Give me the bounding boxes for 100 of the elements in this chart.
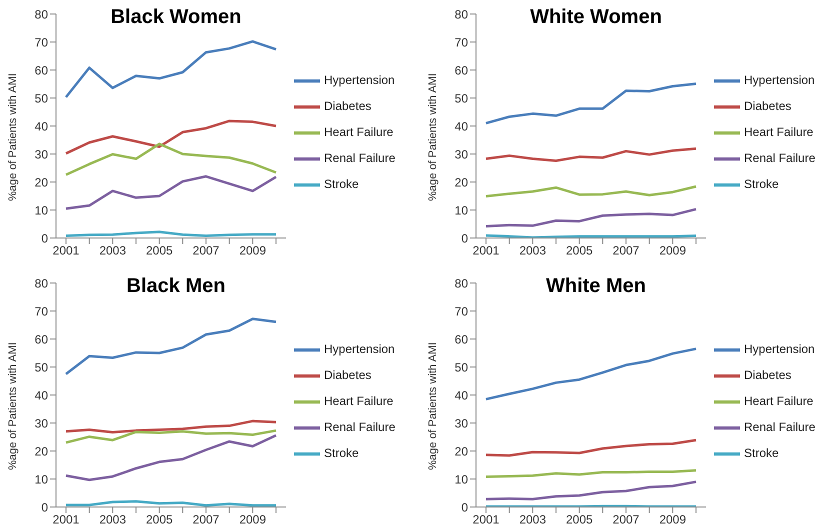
y-tick-label: 20 [454, 175, 468, 190]
legend-label: Diabetes [744, 99, 792, 114]
y-tick-label: 50 [34, 360, 48, 374]
x-tick-label: 2003 [99, 244, 126, 258]
y-tick-label: 50 [454, 91, 468, 106]
x-tick-label: 2009 [239, 244, 266, 258]
y-axis-title: %age of Patients with AMI [426, 342, 439, 470]
legend-label: Renal Failure [744, 420, 816, 434]
y-tick-label: 70 [454, 35, 468, 50]
y-tick-label: 60 [454, 332, 468, 346]
y-tick-label: 60 [34, 332, 48, 346]
legend-label: Hypertension [744, 342, 815, 356]
y-tick-label: 70 [34, 304, 48, 318]
y-tick-label: 10 [34, 203, 48, 218]
line-series [484, 438, 698, 457]
y-axis-title: %age of Patients with AMI [426, 73, 439, 201]
line-series [64, 420, 278, 434]
legend-label: Renal Failure [324, 151, 396, 166]
legend-label: Heart Failure [744, 125, 814, 140]
line-series [484, 348, 698, 400]
y-tick-label: 40 [454, 388, 468, 402]
y-tick-label: 30 [34, 147, 48, 162]
y-tick-label: 20 [454, 444, 468, 458]
legend-label: Heart Failure [324, 125, 394, 140]
legend-label: Hypertension [324, 73, 395, 88]
legend-label: Stroke [744, 446, 779, 460]
y-tick-label: 50 [454, 360, 468, 374]
y-tick-label: 40 [34, 119, 48, 134]
x-tick-label: 2009 [239, 512, 266, 527]
line-series [64, 142, 278, 176]
x-tick-label: 2007 [192, 244, 220, 258]
legend-label: Diabetes [744, 368, 792, 382]
line-series [64, 120, 278, 155]
y-tick-label: 0 [461, 500, 468, 514]
line-series [64, 175, 278, 210]
y-tick-label: 70 [34, 35, 48, 50]
line-series [484, 469, 698, 478]
line-series [484, 147, 698, 162]
y-tick-label: 80 [34, 276, 48, 290]
y-tick-label: 20 [34, 444, 48, 458]
y-tick-label: 10 [454, 472, 468, 486]
x-tick-label: 2007 [612, 512, 640, 527]
y-tick-label: 30 [454, 416, 468, 430]
x-tick-label: 2003 [519, 512, 546, 527]
chart-title: White Women [529, 6, 663, 29]
y-axis-title: %age of Patients with AMI [6, 73, 19, 201]
x-tick-label: 2005 [566, 512, 594, 527]
y-tick-label: 30 [454, 147, 468, 162]
y-tick-label: 40 [454, 119, 468, 134]
x-tick-label: 2007 [192, 512, 220, 527]
x-tick-label: 2005 [566, 244, 594, 258]
y-tick-label: 70 [454, 304, 468, 318]
y-tick-label: 80 [454, 7, 468, 22]
x-tick-label: 2007 [612, 244, 640, 258]
legend-label: Hypertension [324, 342, 395, 356]
legend-label: Heart Failure [324, 394, 394, 408]
y-tick-label: 50 [34, 91, 48, 106]
y-tick-label: 60 [454, 63, 468, 78]
line-series [64, 40, 278, 98]
y-axis-title: %age of Patients with AMI [6, 342, 19, 470]
x-tick-label: 2003 [519, 244, 546, 258]
legend-label: Stroke [324, 446, 359, 460]
legend-label: Stroke [324, 177, 359, 192]
legend-label: Hypertension [744, 73, 815, 88]
x-tick-label: 2005 [146, 512, 174, 527]
x-tick-label: 2009 [659, 244, 686, 258]
x-tick-label: 2001 [472, 512, 500, 527]
y-tick-label: 10 [454, 203, 468, 218]
line-series [484, 185, 698, 198]
legend-label: Renal Failure [324, 420, 396, 434]
legend-label: Stroke [744, 177, 779, 192]
legend-label: Heart Failure [744, 394, 814, 408]
legend-label: Diabetes [324, 368, 372, 382]
y-tick-label: 30 [34, 416, 48, 430]
y-tick-label: 0 [41, 500, 48, 514]
legend-label: Renal Failure [744, 151, 816, 166]
y-tick-label: 0 [41, 231, 48, 246]
legend-label: Diabetes [324, 99, 372, 114]
x-tick-label: 2001 [52, 512, 80, 527]
y-tick-label: 0 [461, 231, 468, 246]
line-series [484, 208, 698, 228]
y-tick-label: 80 [454, 276, 468, 290]
line-series [64, 318, 278, 376]
line-series [484, 480, 698, 500]
line-series [484, 82, 698, 124]
x-tick-label: 2001 [52, 244, 80, 258]
y-tick-label: 10 [34, 472, 48, 486]
y-tick-label: 20 [34, 175, 48, 190]
chart-title: White Men [545, 275, 647, 298]
x-tick-label: 2003 [99, 512, 126, 527]
x-tick-label: 2005 [146, 244, 174, 258]
line-series [64, 434, 278, 482]
x-tick-label: 2001 [472, 244, 500, 258]
y-tick-label: 40 [34, 388, 48, 402]
line-series [64, 429, 278, 444]
chart-title: Black Women [110, 6, 242, 29]
y-tick-label: 60 [34, 63, 48, 78]
chart-title: Black Men [126, 275, 226, 298]
x-tick-label: 2009 [659, 512, 686, 527]
y-tick-label: 80 [34, 7, 48, 22]
